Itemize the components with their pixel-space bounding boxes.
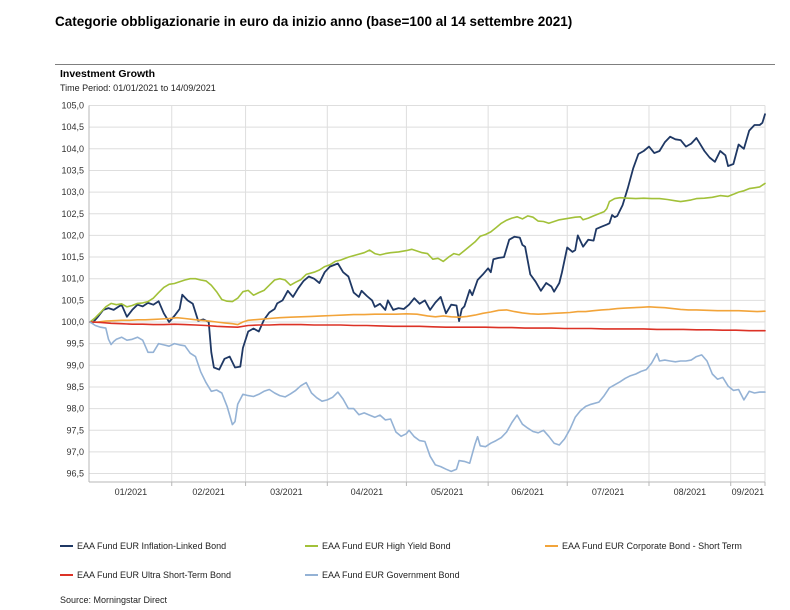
header-divider — [55, 64, 775, 65]
series-line-2 — [89, 305, 766, 326]
y-axis-tick-label: 100,5 — [61, 295, 84, 305]
legend-label: EAA Fund EUR Corporate Bond - Short Term — [562, 541, 742, 551]
y-axis-tick-label: 102,0 — [61, 230, 84, 240]
series-line-3 — [89, 321, 766, 332]
x-axis-tick-label: 05/2021 — [431, 487, 464, 497]
series-line-1 — [89, 182, 766, 323]
y-axis-tick-label: 100,0 — [61, 317, 84, 327]
legend-swatch-inflation-linked-icon — [60, 545, 73, 547]
legend-swatch-corporate-short-term-icon — [545, 545, 558, 547]
legend-item-ultra-short-term: EAA Fund EUR Ultra Short-Term Bond — [60, 570, 305, 580]
legend-swatch-government-icon — [305, 574, 318, 576]
y-axis-tick-label: 99,0 — [66, 360, 84, 370]
x-axis-tick-label: 08/2021 — [674, 487, 707, 497]
y-axis-tick-label: 98,5 — [66, 382, 84, 392]
series-line-0 — [89, 113, 766, 371]
legend-label: EAA Fund EUR Inflation-Linked Bond — [77, 541, 227, 551]
y-axis-tick-label: 96,5 — [66, 469, 84, 479]
y-axis-tick-label: 102,5 — [61, 209, 84, 219]
y-axis-tick-label: 98,0 — [66, 404, 84, 414]
series-line-4 — [89, 321, 766, 473]
y-axis-tick-label: 103,5 — [61, 165, 84, 175]
legend-label: EAA Fund EUR Government Bond — [322, 570, 460, 580]
y-axis-tick-label: 99,5 — [66, 339, 84, 349]
y-axis-tick-label: 103,0 — [61, 187, 84, 197]
legend-item-government: EAA Fund EUR Government Bond — [305, 570, 545, 580]
y-axis-tick-label: 105,0 — [61, 101, 84, 111]
chart-legend: EAA Fund EUR Inflation-Linked Bond EAA F… — [60, 541, 742, 580]
x-axis-tick-label: 03/2021 — [270, 487, 303, 497]
y-axis-tick-label: 101,5 — [61, 252, 84, 262]
legend-swatch-high-yield-icon — [305, 545, 318, 547]
x-axis-tick-label: 09/2021 — [732, 487, 765, 497]
chart-section-title: Investment Growth — [60, 68, 156, 80]
legend-item-high-yield: EAA Fund EUR High Yield Bond — [305, 541, 545, 551]
legend-swatch-ultra-short-term-icon — [60, 574, 73, 576]
source-note: Source: Morningstar Direct — [60, 595, 168, 605]
y-axis-tick-label: 104,5 — [61, 122, 84, 132]
x-axis-tick-label: 04/2021 — [351, 487, 384, 497]
x-axis-tick-label: 07/2021 — [592, 487, 625, 497]
x-axis-tick-label: 01/2021 — [115, 487, 148, 497]
x-axis-tick-label: 02/2021 — [192, 487, 225, 497]
y-axis-tick-label: 97,5 — [66, 425, 84, 435]
legend-label: EAA Fund EUR High Yield Bond — [322, 541, 451, 551]
y-axis-tick-label: 104,0 — [61, 144, 84, 154]
legend-label: EAA Fund EUR Ultra Short-Term Bond — [77, 570, 232, 580]
time-period-label: Time Period: 01/01/2021 to 14/09/2021 — [60, 83, 216, 93]
y-axis-tick-label: 97,0 — [66, 447, 84, 457]
y-axis-tick-label: 101,0 — [61, 274, 84, 284]
legend-item-inflation-linked: EAA Fund EUR Inflation-Linked Bond — [60, 541, 305, 551]
x-axis-tick-label: 06/2021 — [511, 487, 544, 497]
page-title: Categorie obbligazionarie in euro da ini… — [55, 14, 573, 29]
legend-item-corporate-short-term: EAA Fund EUR Corporate Bond - Short Term — [545, 541, 742, 551]
